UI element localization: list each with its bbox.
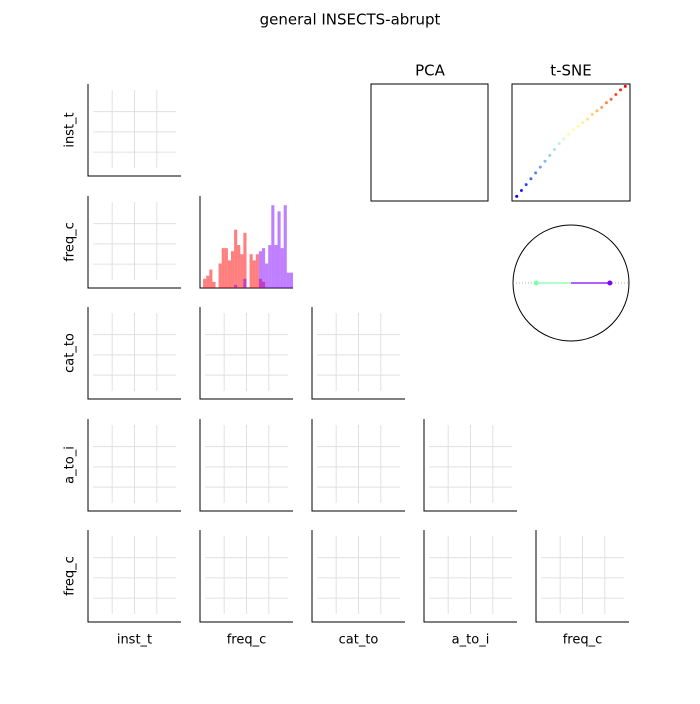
scatter-point [534,171,538,175]
hist-bar [252,260,256,288]
scatter-point [623,84,627,88]
hist-bar [280,248,284,288]
hist-bar [274,245,278,288]
hist-bar [212,281,216,288]
hist-bar [255,254,259,288]
hist-bar [227,260,231,288]
panel-spine [87,530,181,623]
hist-bar [258,251,262,288]
loading-point [533,280,539,286]
row-label: inst_t [63,112,78,147]
panel-title: PCA [415,62,446,80]
scatter-point [586,117,590,121]
scatter-point [515,194,519,198]
hist-bar [271,205,275,288]
loading-point [607,280,613,286]
figure-title: general INSECTS-abrupt [260,11,441,29]
panel-spine [199,530,293,623]
hist-bar [218,263,222,288]
scatter-point [604,101,608,105]
scatter-point [529,177,533,181]
row-label: a_to_i [63,446,78,484]
panel-spine [199,307,293,400]
row-label: freq_c [63,222,78,262]
panel-title: t-SNE [550,62,592,80]
panel-spine [535,530,629,623]
pca-panel [370,83,489,202]
hist-bar [286,272,290,288]
scatter-point [595,109,599,113]
scatter-point [552,148,556,152]
col-label: freq_c [227,633,267,648]
hist-bar [237,245,241,288]
hist-bar [249,254,253,288]
hist-bar [243,278,247,288]
hist-bar [265,263,269,288]
scatter-point [543,159,547,163]
col-label: inst_t [117,633,152,648]
panel-spine [311,530,405,623]
hist-bar [206,275,210,288]
hist-bar [283,205,287,288]
hist-bar [234,229,238,288]
panel-spine [87,196,181,289]
col-label: a_to_i [452,633,490,648]
panel-spine [423,419,517,512]
panel-spine [423,530,517,623]
scatter-point [524,183,528,187]
scatter-point [576,124,580,128]
scatter-point [567,132,571,136]
panel-spine [87,419,181,512]
scatter-point [571,128,575,132]
hist-bar [268,245,272,288]
scatter-point [609,97,613,101]
scatter-point [619,88,623,92]
col-label: freq_c [563,633,603,648]
hist-bar [262,248,266,288]
row-label: freq_c [63,556,78,596]
hist-bar [231,251,235,288]
hist-bar [203,278,207,288]
scatter-point [557,142,561,146]
tsne-panel [511,83,631,202]
hist-bar [224,248,228,288]
scatter-point [538,165,542,169]
panel-spine [311,419,405,512]
hist-bar [234,284,238,288]
hist-bar [221,248,225,288]
scatter-point [562,137,566,141]
scatter-point [581,121,585,125]
panel-spine [199,419,293,512]
hist-bar [209,269,213,288]
col-label: cat_to [339,633,379,648]
panel-spine [87,84,181,177]
scatter-point [519,188,523,192]
panel-spine [87,307,181,400]
row-label: cat_to [63,333,78,373]
panel-spine [311,307,405,400]
hist-bar [289,272,293,288]
scatter-point [600,105,604,109]
scatter-point [590,112,594,116]
scatter-point [614,93,618,97]
hist-bar [277,211,281,288]
hist-bar [240,254,244,288]
scatter-point [548,153,552,157]
hist-bar [243,232,247,288]
